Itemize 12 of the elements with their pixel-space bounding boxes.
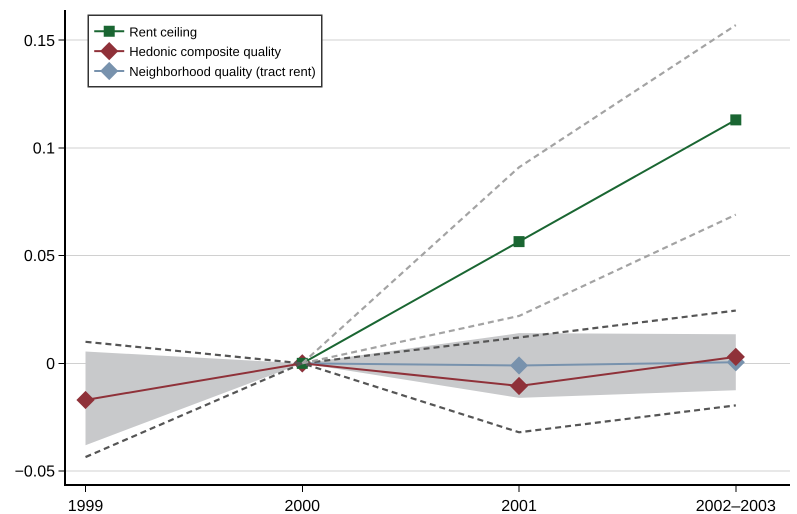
- legend-label: Rent ceiling: [129, 24, 198, 40]
- x-tick-label: 2001: [501, 498, 537, 514]
- y-tick-label: 0.15: [24, 32, 56, 50]
- x-tick-label: 2002–2003: [696, 498, 776, 514]
- y-tick-label: −0.05: [14, 464, 56, 481]
- x-tick-label: 2000: [284, 498, 320, 514]
- y-tick-label: 0.1: [32, 140, 56, 158]
- y-tick-label: 0.05: [24, 248, 56, 266]
- legend-label: Hedonic composite quality: [129, 44, 282, 60]
- y-tick-label: 0: [46, 356, 56, 373]
- x-tick-label: 1999: [68, 498, 104, 514]
- legend-label: Neighborhood quality (tract rent): [129, 64, 316, 80]
